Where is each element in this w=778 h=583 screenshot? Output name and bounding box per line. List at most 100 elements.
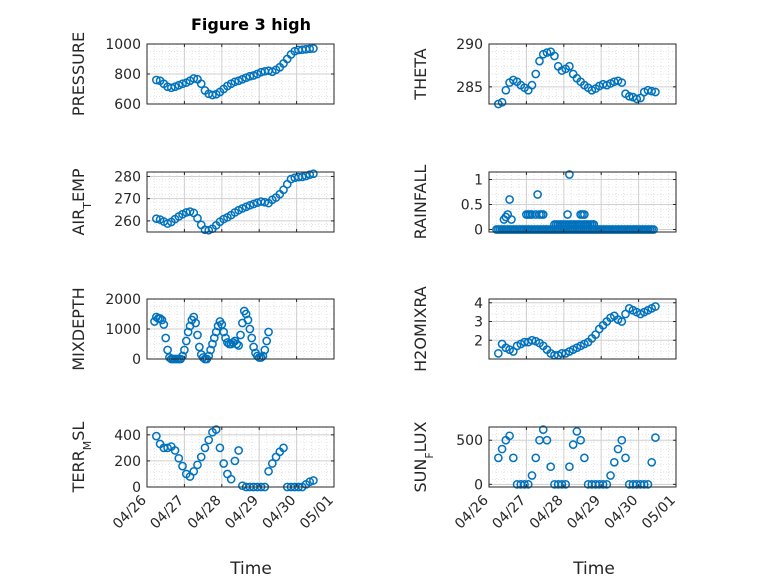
- data-point: [505, 195, 514, 204]
- data-point: [152, 431, 161, 441]
- data-point: [550, 51, 559, 61]
- subplot-pressure: 600 800 1000 PRESSURE: [69, 32, 335, 116]
- data-point: [557, 480, 567, 489]
- data-point: [561, 480, 571, 489]
- data-point: [305, 477, 315, 487]
- y-tick-label: 0.5: [461, 198, 483, 214]
- y-tick-label: 285: [456, 80, 483, 96]
- data-point: [226, 474, 236, 484]
- data-point: [234, 341, 243, 350]
- data-point: [262, 336, 272, 346]
- data-point: [520, 480, 529, 489]
- data-point: [602, 480, 612, 489]
- data-point: [563, 210, 572, 219]
- data-point: [245, 324, 255, 334]
- data-point: [647, 457, 657, 467]
- y-tick-label: 2: [474, 333, 483, 349]
- x-axis-label-left: Time: [229, 559, 272, 579]
- data-point: [538, 210, 548, 219]
- data-point: [305, 44, 315, 54]
- data-point: [159, 320, 169, 329]
- data-point: [234, 446, 243, 455]
- data-point: [161, 333, 171, 343]
- data-point: [535, 56, 544, 66]
- y-tick-label: 500: [456, 433, 483, 449]
- data-point: [580, 210, 589, 219]
- data-point: [196, 79, 206, 89]
- y-axis-label: PRESSURE: [69, 32, 88, 116]
- data-point: [249, 199, 258, 209]
- data-point: [174, 453, 184, 463]
- data-point: [152, 214, 161, 224]
- data-point: [565, 61, 574, 71]
- y-tick-label: 200: [114, 454, 141, 470]
- data-point: [267, 459, 277, 468]
- data-point: [531, 453, 541, 463]
- y-tick-label: 280: [114, 169, 141, 185]
- data-point: [193, 213, 202, 223]
- data-point: [247, 333, 257, 343]
- y-axis-label: AIRTEMP: [69, 168, 94, 235]
- data-point: [297, 172, 307, 182]
- data-point: [243, 315, 253, 325]
- data-point: [215, 443, 225, 453]
- data-point: [279, 443, 288, 453]
- data-point: [232, 339, 242, 349]
- data-point: [632, 94, 642, 104]
- data-point: [505, 431, 514, 441]
- y-axis-label: TERRMSL: [69, 422, 94, 494]
- data-point: [507, 215, 516, 224]
- data-point: [527, 471, 537, 480]
- data-point: [497, 97, 507, 107]
- y-tick-label: 1: [474, 173, 483, 189]
- data-point: [219, 459, 229, 468]
- data-point: [606, 471, 615, 480]
- y-tick-label: 1000: [105, 322, 141, 338]
- data-point: [189, 466, 199, 476]
- axes-box: [488, 426, 677, 488]
- data-point: [309, 476, 318, 485]
- y-axis-label: MIXDEPTH: [69, 287, 88, 370]
- data-point: [651, 87, 660, 97]
- data-point: [613, 444, 623, 454]
- data-point: [163, 443, 172, 453]
- x-axis-label-right: Time: [572, 559, 615, 579]
- data-point: [221, 333, 230, 343]
- data-point: [230, 456, 240, 466]
- data-point: [166, 83, 176, 93]
- data-point: [170, 446, 180, 455]
- data-point: [643, 480, 653, 489]
- data-point: [181, 336, 191, 346]
- data-point: [651, 302, 660, 311]
- subplot-air-temp: 260 270 280 AIRTEMP: [69, 168, 335, 236]
- data-point: [651, 433, 660, 442]
- data-point: [527, 80, 537, 90]
- data-point: [609, 457, 619, 467]
- data-point: [576, 435, 585, 445]
- data-point: [621, 453, 630, 463]
- data-point: [624, 91, 634, 101]
- data-point: [589, 220, 599, 229]
- data-point: [260, 197, 270, 207]
- data-point: [494, 349, 503, 358]
- data-point: [264, 466, 273, 476]
- y-tick-label: 260: [114, 214, 141, 230]
- data-point: [211, 425, 221, 434]
- data-point: [647, 86, 657, 96]
- data-point: [157, 315, 167, 325]
- data-point: [236, 330, 245, 340]
- data-point: [542, 48, 552, 57]
- data-point: [617, 317, 627, 326]
- data-point: [230, 77, 240, 87]
- y-axis-label: H2OMIXRA: [411, 286, 430, 372]
- data-point: [639, 480, 649, 489]
- data-point: [617, 78, 627, 87]
- y-tick-label: 0: [474, 477, 483, 493]
- data-point: [309, 44, 318, 53]
- data-point: [565, 462, 574, 472]
- subplot-theta: 285 290 THETA: [411, 37, 677, 109]
- data-point: [508, 453, 518, 463]
- data-point: [200, 443, 210, 453]
- y-tick-label: 290: [456, 37, 483, 53]
